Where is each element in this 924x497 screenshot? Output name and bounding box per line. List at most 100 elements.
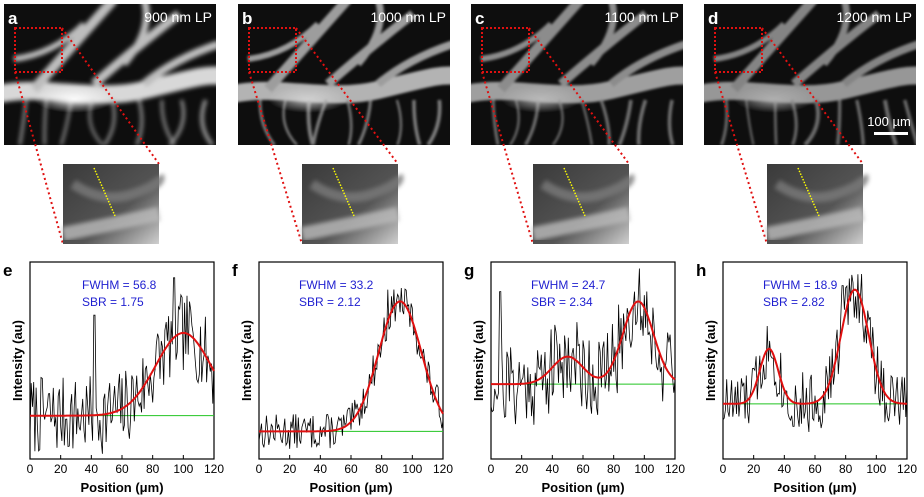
- measured-profile-line: [722, 273, 908, 433]
- panel-letter: a: [8, 9, 18, 28]
- capillary: [412, 99, 422, 145]
- vessel-highlight: [268, 85, 348, 113]
- x-tick-label: 0: [27, 462, 34, 476]
- profile-plots: 0 20 40 60 80 100 120 Position (μm) Intensity (a…: [3, 261, 917, 495]
- panel-letter: d: [708, 9, 718, 28]
- y-axis-label: Intensity (au): [239, 320, 254, 401]
- x-tick-label: 60: [576, 462, 590, 476]
- vessel-network: [471, 4, 683, 145]
- vessel-branch: [30, 4, 117, 93]
- x-tick-label: 0: [720, 462, 727, 476]
- capillary: [258, 99, 276, 145]
- capillary: [855, 99, 865, 145]
- inset-vessel: [70, 173, 165, 203]
- filter-label: 900 nm LP: [144, 9, 212, 25]
- vessel-highlight: [734, 85, 814, 113]
- inset-vessel: [300, 207, 400, 241]
- x-axis-label: Position (μm): [80, 480, 163, 495]
- vessel-branch: [375, 40, 450, 88]
- vessel-highlight: [501, 85, 581, 113]
- x-tick-label: 60: [344, 462, 358, 476]
- x-tick-label: 80: [839, 462, 853, 476]
- zoom-region-box: [14, 27, 63, 73]
- capillary: [346, 99, 353, 145]
- x-axis-label: Position (μm): [773, 480, 856, 495]
- x-tick-label: 40: [778, 462, 792, 476]
- x-tick-label: 100: [634, 462, 654, 476]
- vessel-branch: [821, 4, 850, 67]
- image-panel-c: c 1100 nm LP: [471, 4, 683, 245]
- x-tick-label: 60: [808, 462, 822, 476]
- x-tick-label: 80: [607, 462, 621, 476]
- capillary: [667, 99, 675, 145]
- x-axis-label: Position (μm): [309, 480, 392, 495]
- vessel-network: [238, 4, 450, 145]
- zoom-connector-line: [295, 27, 399, 165]
- plot-letter: h: [696, 261, 706, 280]
- image-panels: a 900 nm LP b 1000 nm LP c 1100 nm LP d 1200 nm…: [4, 4, 916, 245]
- capillary: [903, 99, 916, 145]
- panel-letter: b: [242, 9, 252, 28]
- inset-vessel: [540, 173, 635, 203]
- vessel-branch: [730, 4, 817, 93]
- annotation-text: FWHM = 56.8: [82, 278, 157, 292]
- annotation-text: SBR = 2.34: [531, 295, 593, 309]
- inset-vessel: [61, 207, 161, 241]
- x-tick-label: 80: [146, 462, 160, 476]
- annotation-text: SBR = 1.75: [82, 295, 144, 309]
- capillary: [200, 99, 214, 145]
- annotation-text: SBR = 2.82: [763, 295, 825, 309]
- x-tick-label: 120: [665, 462, 685, 476]
- plot-letter: e: [3, 261, 12, 280]
- vessel-branch: [121, 4, 150, 67]
- y-axis-label: Intensity (au): [703, 320, 718, 401]
- scale-bar-label: 100 µm: [867, 114, 911, 129]
- capillary: [168, 99, 186, 145]
- profile-plot-h: 0 20 40 60 80 100 120 Position (μm) Intensity (a…: [696, 261, 917, 495]
- vessel-branch: [13, 21, 87, 62]
- vessel-branch: [608, 40, 683, 88]
- vessel-branch: [247, 21, 321, 62]
- inset-vessel: [309, 173, 404, 203]
- filter-label: 1000 nm LP: [371, 9, 447, 25]
- zoom-region-box: [714, 27, 763, 73]
- zoom-region-box: [481, 27, 530, 73]
- x-tick-label: 0: [488, 462, 495, 476]
- x-tick-label: 20: [54, 462, 68, 476]
- inset-vessel: [531, 207, 631, 241]
- annotation-text: SBR = 2.12: [299, 295, 361, 309]
- vessel-network: [704, 4, 916, 145]
- x-tick-label: 40: [546, 462, 560, 476]
- gaussian-fit-line: [30, 331, 215, 417]
- image-panel-d: d 1200 nm LP 100 µm: [704, 4, 916, 245]
- scale-bar: [874, 132, 908, 135]
- x-tick-label: 80: [375, 462, 389, 476]
- gaussian-fit-line: [491, 300, 676, 386]
- capillary: [636, 99, 648, 145]
- x-tick-label: 100: [866, 462, 886, 476]
- x-tick-label: 20: [515, 462, 529, 476]
- capillary: [580, 99, 593, 145]
- capillary: [836, 99, 842, 145]
- annotation-text: FWHM = 33.2: [299, 278, 374, 292]
- zoom-region-box: [248, 27, 297, 73]
- vessel-branch: [141, 40, 216, 88]
- vessel-branch: [841, 40, 916, 88]
- capillary: [357, 99, 373, 145]
- zoom-connector-line: [528, 27, 630, 165]
- x-tick-label: 100: [402, 462, 422, 476]
- gaussian-fit-line: [723, 288, 907, 405]
- capillary: [491, 99, 500, 145]
- capillary: [103, 99, 116, 145]
- x-tick-label: 120: [433, 462, 453, 476]
- capillary: [617, 99, 633, 145]
- panel-letter: c: [475, 9, 484, 28]
- capillary: [395, 99, 403, 145]
- inset-vessel: [774, 173, 869, 203]
- vessel-branch: [713, 21, 787, 62]
- vessel-branch: [588, 4, 617, 67]
- capillary: [599, 99, 611, 145]
- inset-vessel: [765, 207, 865, 241]
- filter-label: 1100 nm LP: [605, 9, 679, 25]
